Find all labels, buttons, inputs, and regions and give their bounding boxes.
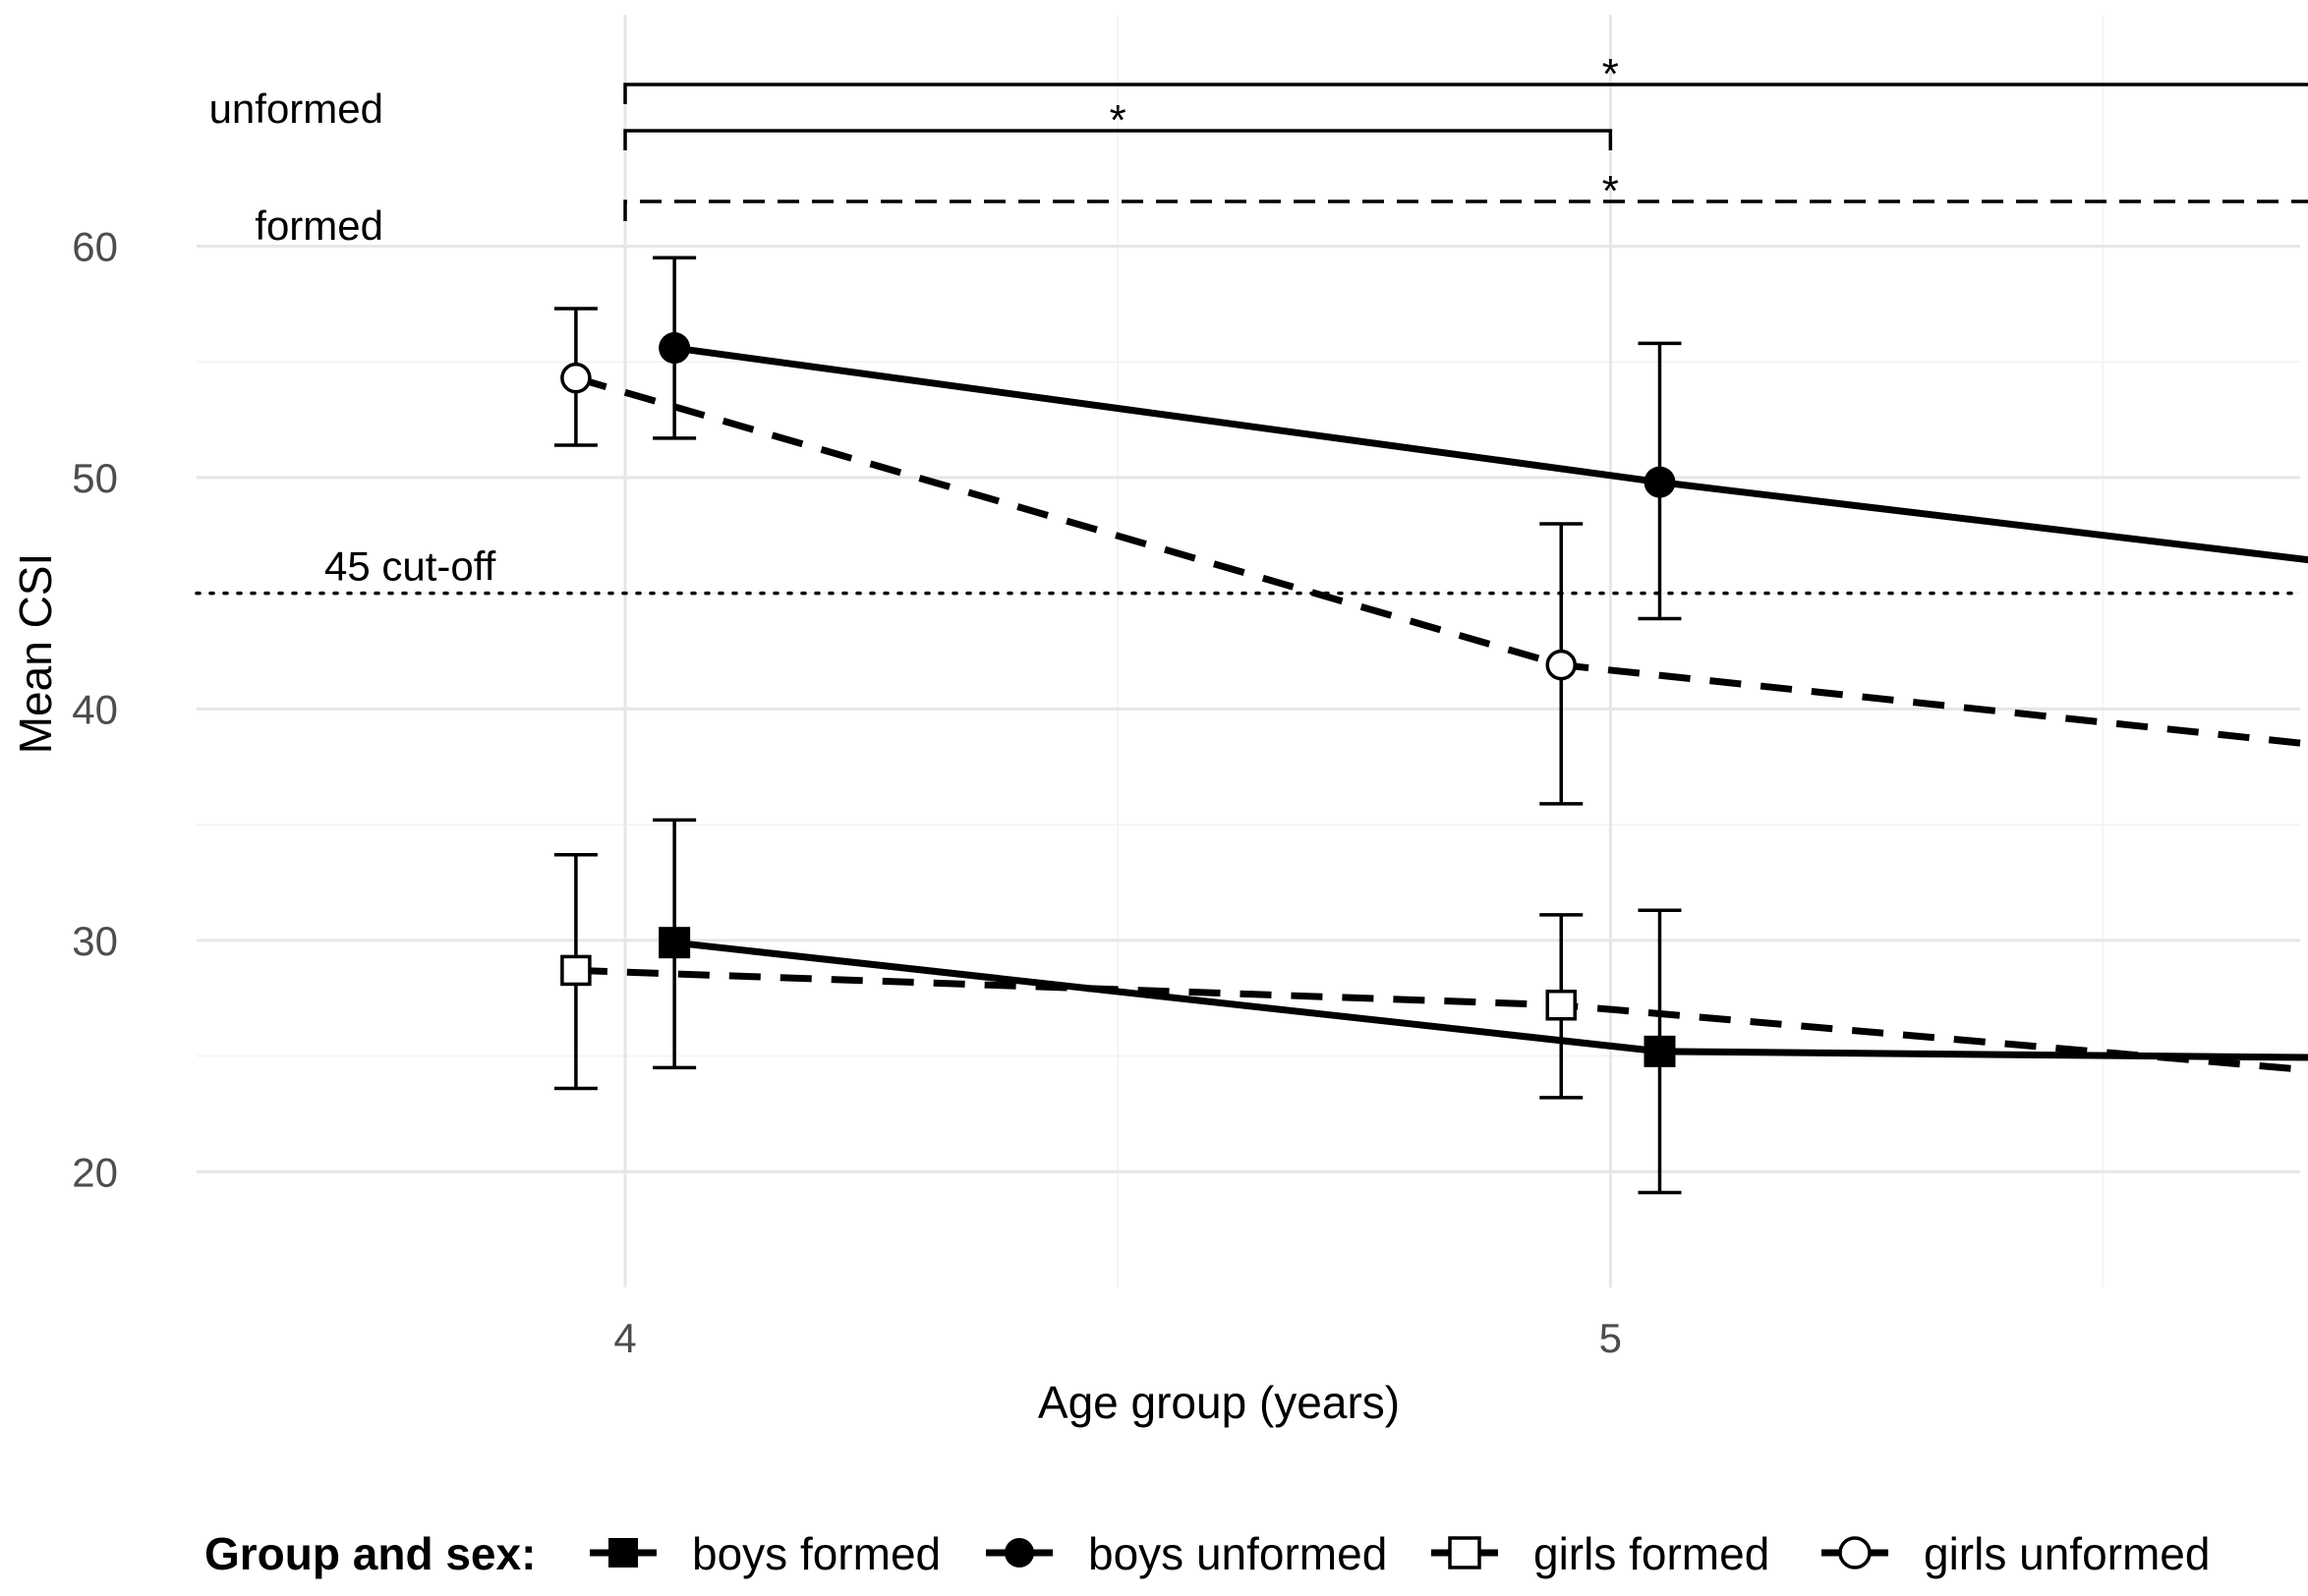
legend-key-marker bbox=[608, 1538, 638, 1568]
x-axis-title: Age group (years) bbox=[1038, 1377, 1400, 1428]
series-boys-formed bbox=[653, 818, 2308, 1195]
data-point-girls-formed bbox=[560, 954, 592, 987]
legend-label: girls formed bbox=[1533, 1528, 1769, 1579]
legend-item-boys-unformed: boys unformed bbox=[986, 1528, 1387, 1579]
data-point-girls-formed bbox=[1545, 989, 1577, 1021]
comparison-bracket: * unformed bbox=[209, 50, 2308, 132]
legend-item-girls-formed: girls formed bbox=[1431, 1528, 1769, 1579]
legend-label: boys formed bbox=[692, 1528, 941, 1579]
legend-item-girls-unformed: girls unformed bbox=[1821, 1528, 2210, 1579]
gridlines bbox=[197, 15, 2300, 1287]
cutoff-label: 45 cut-off bbox=[324, 543, 496, 590]
legend-label: boys unformed bbox=[1088, 1528, 1387, 1579]
data-point-boys-formed bbox=[659, 927, 691, 959]
axes: Age group (years) Mean CSI 2030405060456 bbox=[10, 223, 1622, 1428]
legend-title: Group and sex: bbox=[204, 1528, 536, 1579]
x-tick-label: 4 bbox=[613, 1315, 636, 1361]
y-tick-label: 20 bbox=[72, 1149, 118, 1195]
data-point-girls-unformed bbox=[1545, 649, 1577, 681]
bracket-line bbox=[623, 200, 2308, 221]
series-group bbox=[553, 256, 2308, 1195]
legend-item-boys-formed: boys formed bbox=[590, 1528, 941, 1579]
bracket-line bbox=[623, 129, 1613, 150]
bracket-group-label: formed bbox=[255, 202, 383, 249]
series-line-boys-formed bbox=[673, 939, 2308, 1061]
significance-star: * bbox=[1602, 167, 1619, 215]
series-line-girls-unformed bbox=[574, 374, 2308, 748]
significance-star: * bbox=[1110, 96, 1126, 144]
data-point-boys-unformed bbox=[1644, 466, 1676, 498]
y-tick-label: 30 bbox=[72, 918, 118, 964]
x-tick-label: 5 bbox=[1599, 1315, 1622, 1361]
y-axis-title: Mean CSI bbox=[10, 553, 61, 755]
series-boys-unformed bbox=[653, 256, 2308, 621]
legend-label: girls unformed bbox=[1924, 1528, 2210, 1579]
y-tick-label: 40 bbox=[72, 686, 118, 732]
bracket-group-label: unformed bbox=[209, 86, 383, 132]
y-tick-label: 50 bbox=[72, 455, 118, 501]
legend-key-marker bbox=[1005, 1538, 1034, 1568]
series-girls-formed bbox=[553, 852, 2308, 1100]
comparison-bracket: * formed bbox=[255, 167, 2308, 249]
data-point-boys-unformed bbox=[659, 332, 691, 365]
legend-key-marker bbox=[1448, 1536, 1481, 1569]
significance-star: * bbox=[1602, 50, 1619, 98]
legend-key-marker bbox=[1838, 1536, 1872, 1569]
data-point-girls-unformed bbox=[560, 362, 592, 394]
legend: Group and sex: boys formed boys unformed g… bbox=[204, 1528, 2210, 1579]
series-girls-unformed bbox=[553, 307, 2308, 806]
reference-line-group: 45 cut-off bbox=[195, 543, 2302, 596]
bracket-line bbox=[623, 83, 2308, 104]
data-point-boys-formed bbox=[1644, 1035, 1676, 1067]
y-tick-label: 60 bbox=[72, 223, 118, 269]
comparison-bracket: * bbox=[623, 96, 1613, 150]
series-line-boys-unformed bbox=[673, 344, 2308, 564]
significance-brackets: * unformed * * formed bbox=[209, 50, 2308, 249]
